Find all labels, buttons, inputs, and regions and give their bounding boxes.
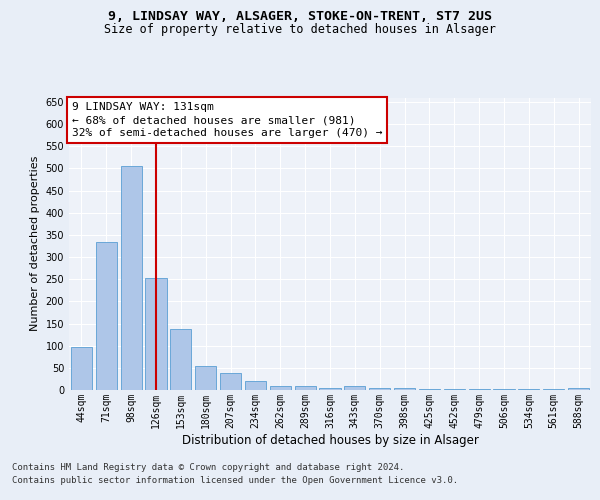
Bar (319, 388, 341, 390)
Text: Contains public sector information licensed under the Open Government Licence v3: Contains public sector information licen… (12, 476, 458, 485)
Bar (270, 386, 291, 390)
Bar (518, 388, 539, 390)
Bar (220, 373, 241, 390)
Bar (419, 388, 440, 390)
Bar (394, 388, 415, 390)
Text: Contains HM Land Registry data © Crown copyright and database right 2024.: Contains HM Land Registry data © Crown c… (12, 462, 404, 471)
Y-axis label: Number of detached properties: Number of detached properties (30, 156, 40, 332)
Bar (493, 388, 515, 390)
Bar (96, 242, 117, 390)
Text: 9, LINDSAY WAY, ALSAGER, STOKE-ON-TRENT, ST7 2US: 9, LINDSAY WAY, ALSAGER, STOKE-ON-TRENT,… (108, 10, 492, 23)
Bar (444, 388, 465, 390)
Bar (145, 278, 167, 390)
Bar (344, 386, 365, 390)
Text: 9 LINDSAY WAY: 131sqm
← 68% of detached houses are smaller (981)
32% of semi-det: 9 LINDSAY WAY: 131sqm ← 68% of detached … (71, 102, 382, 139)
Bar (195, 366, 216, 390)
Bar (568, 388, 589, 390)
Bar (170, 329, 191, 390)
Bar (369, 388, 390, 390)
X-axis label: Distribution of detached houses by size in Alsager: Distribution of detached houses by size … (182, 434, 478, 446)
Bar (245, 381, 266, 390)
Bar (543, 388, 564, 390)
Bar (295, 386, 316, 390)
Bar (121, 166, 142, 390)
Bar (469, 388, 490, 390)
Text: Size of property relative to detached houses in Alsager: Size of property relative to detached ho… (104, 22, 496, 36)
Bar (71, 346, 92, 390)
